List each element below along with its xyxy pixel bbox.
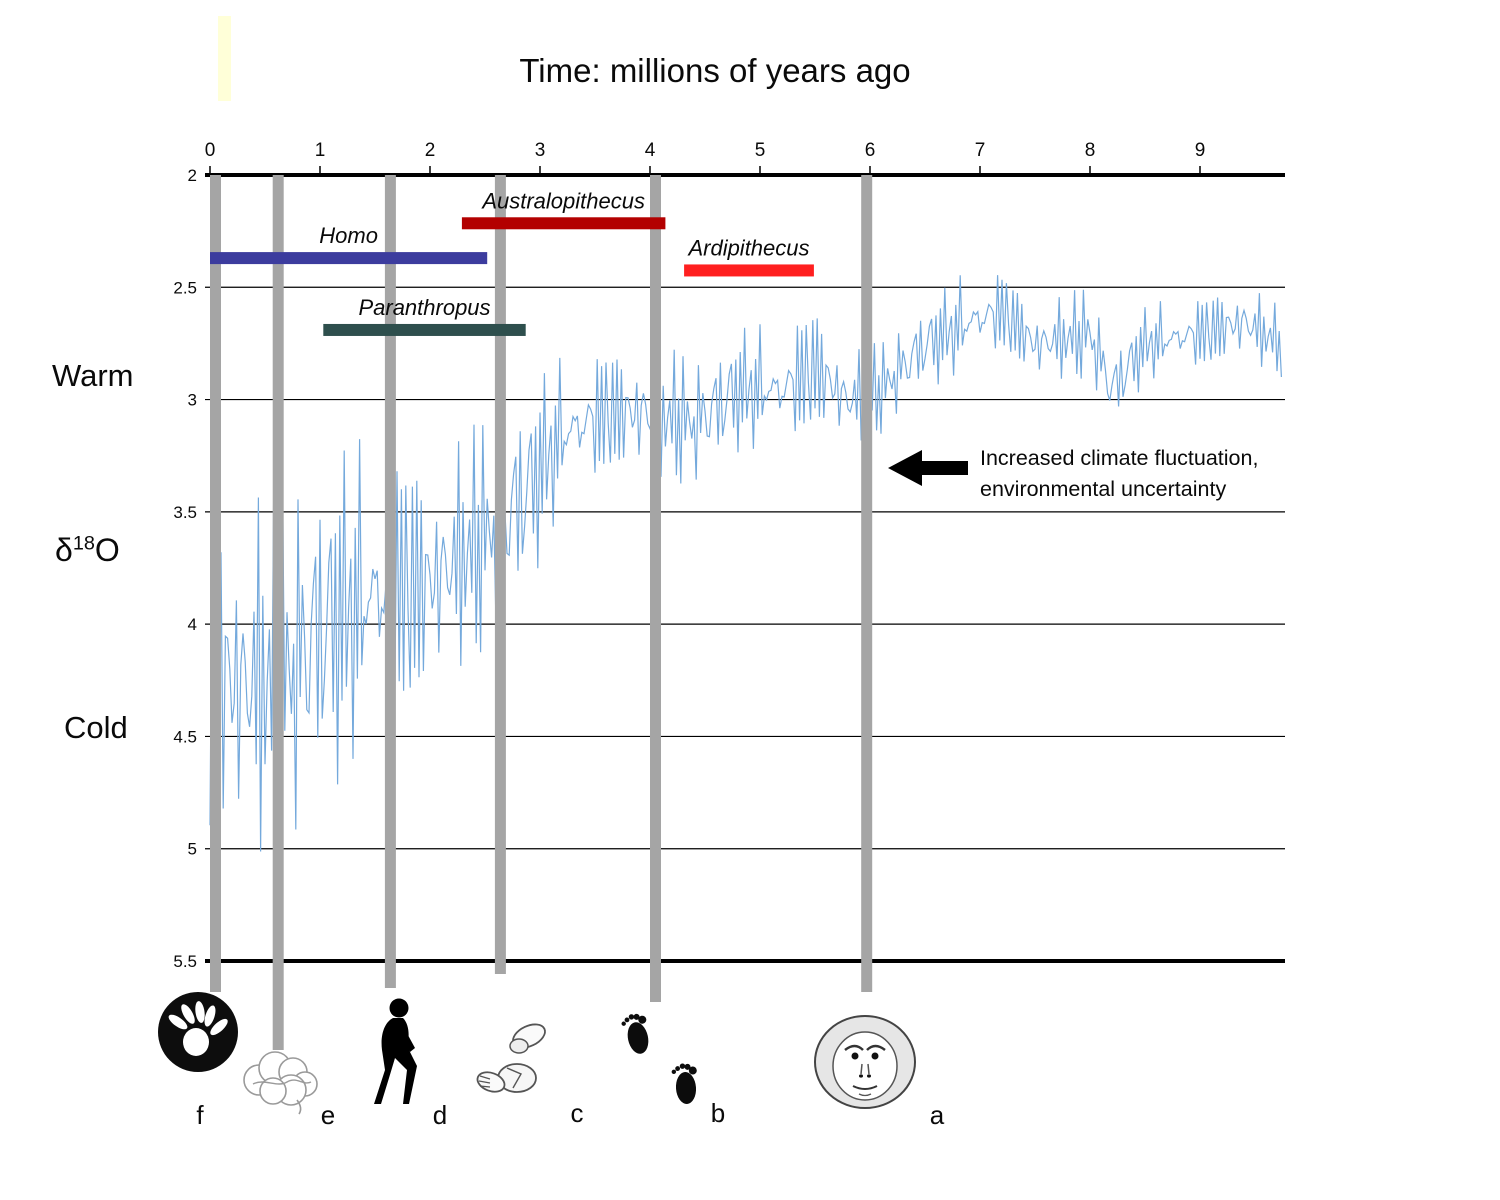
x-tick-label-2: 2 <box>425 140 436 161</box>
y-tick-label-3: 3 <box>188 391 197 410</box>
d18o-record-line <box>209 275 1282 862</box>
y-tick-label-2: 2 <box>188 166 197 185</box>
isotope-superscript: 18 <box>72 532 95 555</box>
x-tick-label-0: 0 <box>205 140 216 161</box>
x-tick-label-4: 4 <box>645 140 656 161</box>
australopithecus-range-bar <box>461 217 666 230</box>
ardipithecus-label: Ardipithecus <box>686 235 809 260</box>
x-tick-label-5: 5 <box>755 140 766 161</box>
event-letter-f: f <box>196 1100 204 1130</box>
event-marker-bar-c <box>494 175 506 974</box>
handprint-icon <box>158 992 238 1072</box>
toolmaking-hands-icon <box>476 1023 546 1093</box>
australopithecus-label: Australopithecus <box>480 188 645 213</box>
y-tick-label-5: 5 <box>188 840 197 859</box>
x-tick-label-6: 6 <box>865 140 876 161</box>
warm-axis-label: Warm <box>52 358 134 393</box>
homo-label: Homo <box>319 223 378 248</box>
climate-fluctuation-annotation: Increased climate fluctuation, environme… <box>980 443 1258 505</box>
oxygen-symbol: O <box>94 532 120 568</box>
event-letter-d: d <box>433 1100 447 1130</box>
event-letter-a: a <box>930 1100 945 1130</box>
delta-symbol: δ <box>55 532 73 568</box>
y-tick-label-3.5: 3.5 <box>173 503 197 522</box>
x-tick-label-7: 7 <box>975 140 986 161</box>
highlight-strip <box>218 16 231 101</box>
footprints-icon <box>621 1013 697 1104</box>
y-tick-label-4.5: 4.5 <box>173 727 197 746</box>
cold-axis-label: Cold <box>64 710 128 745</box>
x-tick-label-1: 1 <box>315 140 326 161</box>
y-axis-label: δ18O <box>55 532 120 569</box>
y-tick-label-4: 4 <box>188 615 197 634</box>
event-marker-bar-e <box>272 175 284 1050</box>
event-marker-bar-b <box>650 175 661 1002</box>
annotation-line-1: Increased climate fluctuation, <box>980 446 1259 470</box>
ape-face-icon <box>814 1015 916 1109</box>
left-arrow-icon <box>888 450 968 486</box>
event-letter-e: e <box>321 1100 335 1130</box>
chart-title: Time: millions of years ago <box>519 52 911 89</box>
event-marker-bar-f <box>210 175 221 992</box>
x-tick-label-9: 9 <box>1195 140 1206 161</box>
brain-icon <box>243 1051 318 1115</box>
annotation-line-2: environmental uncertainty <box>980 477 1227 501</box>
y-tick-label-5.5: 5.5 <box>173 952 197 971</box>
event-letter-b: b <box>711 1098 725 1128</box>
walking-hominin-icon <box>374 998 417 1104</box>
y-tick-label-2.5: 2.5 <box>173 278 197 297</box>
homo-range-bar <box>210 252 488 265</box>
event-marker-bar-a <box>861 175 873 992</box>
paranthropus-label: Paranthropus <box>358 295 490 320</box>
event-marker-bar-d <box>384 175 396 988</box>
ardipithecus-range-bar <box>684 264 814 277</box>
x-tick-label-3: 3 <box>535 140 546 161</box>
event-letter-c: c <box>571 1098 584 1128</box>
x-tick-label-8: 8 <box>1085 140 1096 161</box>
paranthropus-range-bar <box>323 323 526 336</box>
